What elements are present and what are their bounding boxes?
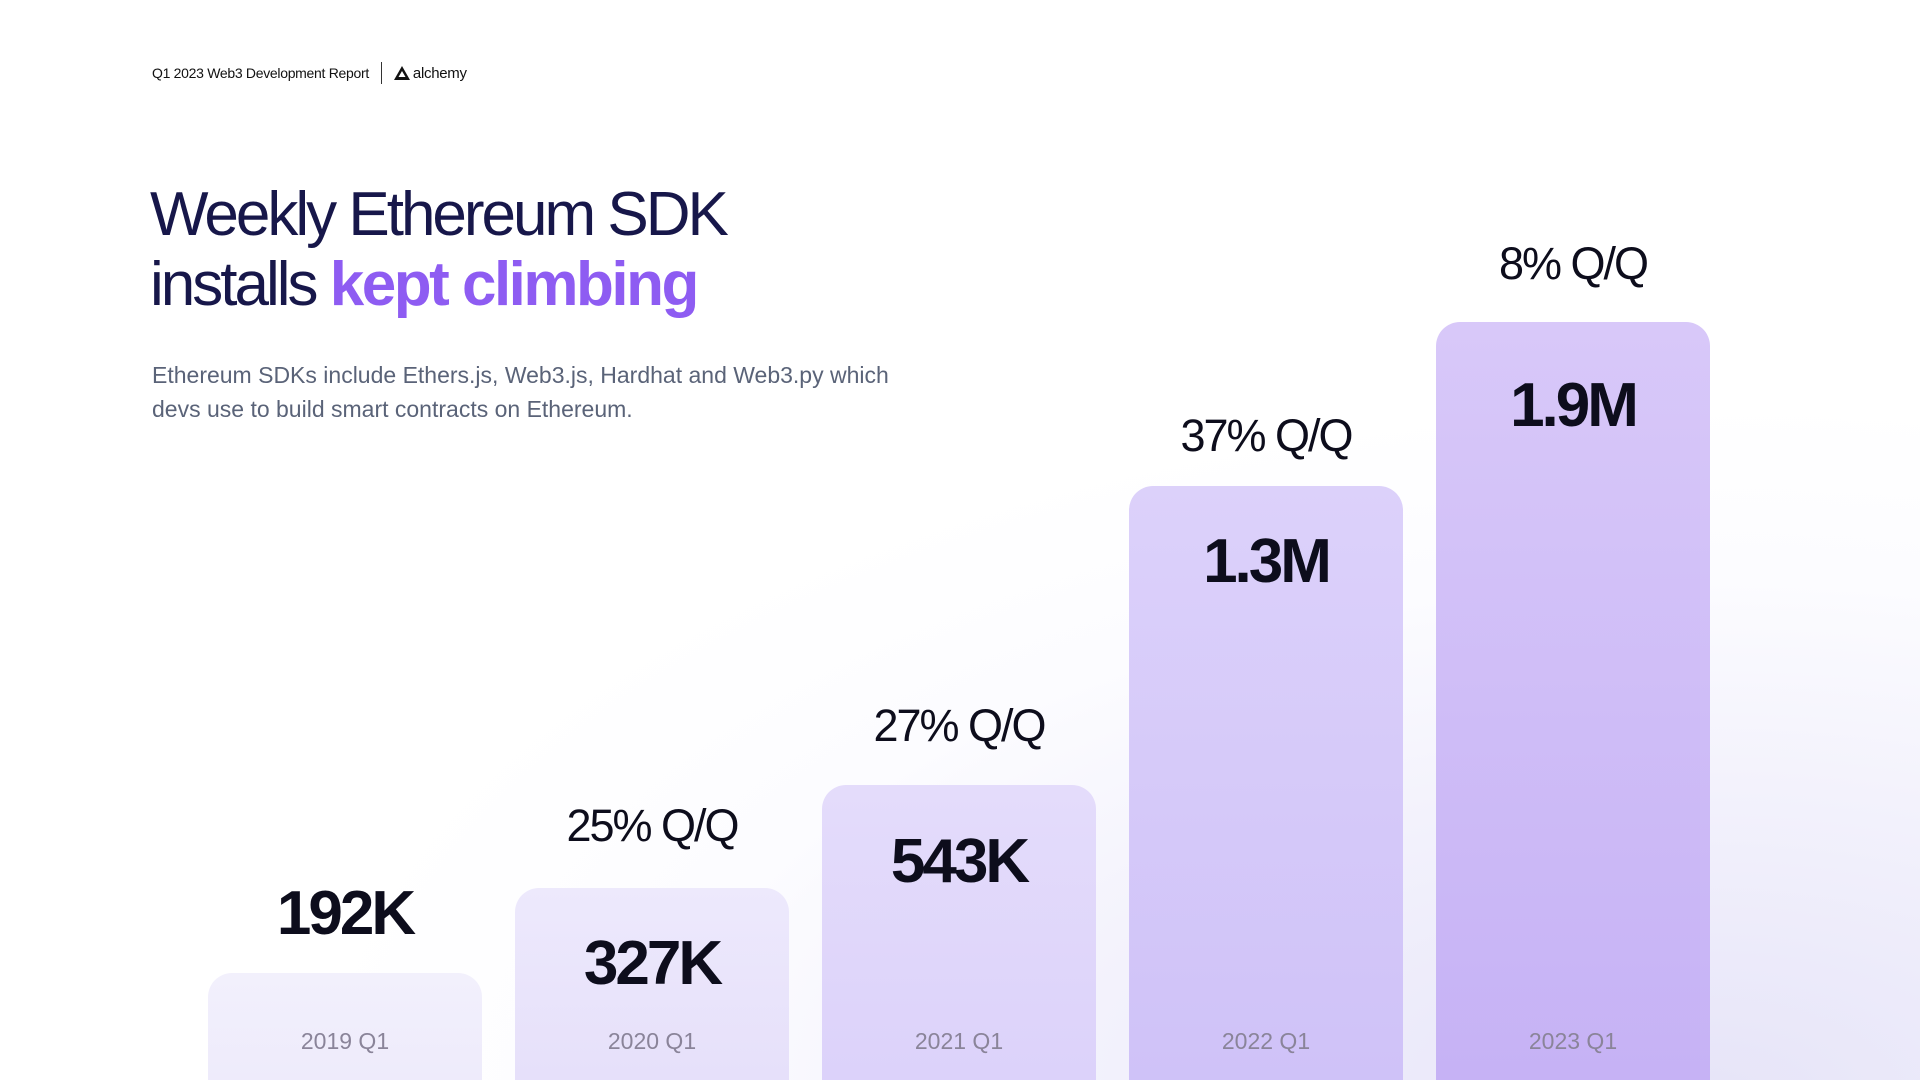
category-label: 2020 Q1 [607,1028,697,1054]
category-label: 2021 Q1 [914,1028,1004,1054]
brand-name: alchemy [412,64,467,82]
title-line2: installs [150,250,330,319]
bar-2023-q1 [1436,322,1710,1080]
category-label: 2019 Q1 [300,1028,390,1054]
category-label: 2022 Q1 [1221,1028,1311,1054]
growth-label: 25% Q/Q [566,800,739,851]
alchemy-logo-icon [393,66,410,80]
value-label: 1.3M [1203,527,1332,596]
bar-2019-q1 [208,973,482,1080]
growth-label: 37% Q/Q [1180,410,1353,461]
growth-label: 8% Q/Q [1498,238,1649,289]
value-label: 1.9M [1510,371,1639,440]
growth-label: 27% Q/Q [873,700,1046,751]
subtitle: Ethereum SDKs include Ethers.js, Web3.js… [152,362,889,422]
divider [380,62,382,84]
alchemy-logo: alchemy [393,64,467,82]
report-header: Q1 2023 Web3 Development Report alchemy [152,62,467,84]
value-label: 192K [276,879,416,948]
value-label: 543K [890,827,1030,896]
report-title: Q1 2023 Web3 Development Report [152,65,369,81]
page-title: Weekly Ethereum SDK installs kept climbi… [150,180,729,320]
title-highlight: kept climbing [329,250,700,319]
value-label: 327K [583,929,723,998]
bar-2020-q1 [515,888,789,1080]
bar-2022-q1 [1129,486,1403,1080]
title-line1: Weekly Ethereum SDK [150,180,729,249]
category-label: 2023 Q1 [1528,1028,1618,1054]
bar-2021-q1 [822,785,1096,1080]
